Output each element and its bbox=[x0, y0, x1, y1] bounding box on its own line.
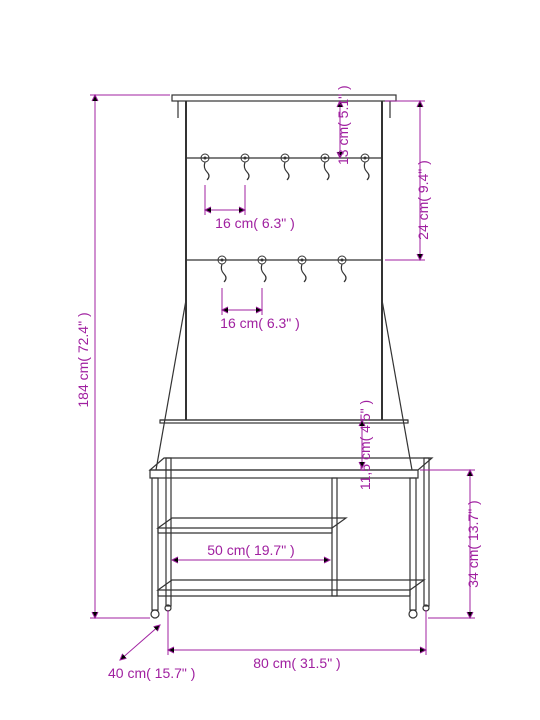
label-shelf-inner: 50 cm( 19.7" ) bbox=[207, 542, 294, 558]
label-backrest: 11,5 cm( 4.5" ) bbox=[357, 400, 373, 490]
label-hook-gap1: 16 cm( 6.3" ) bbox=[215, 215, 295, 231]
furniture bbox=[150, 95, 432, 618]
label-hook-gap2: 16 cm( 6.3" ) bbox=[220, 315, 300, 331]
label-depth: 40 cm( 15.7" ) bbox=[108, 665, 195, 681]
label-row-gap: 24 cm( 9.4" ) bbox=[415, 160, 431, 240]
label-width: 80 cm( 31.5" ) bbox=[253, 655, 340, 671]
label-height-total: 184 cm( 72.4" ) bbox=[75, 312, 91, 407]
dimensions: 184 cm( 72.4" ) 40 cm( 15.7" ) 80 cm( 31… bbox=[75, 85, 481, 681]
label-top-to-row1: 13 cm( 5.1" ) bbox=[335, 85, 351, 165]
label-bench-h: 34 cm( 13.7" ) bbox=[465, 500, 481, 587]
